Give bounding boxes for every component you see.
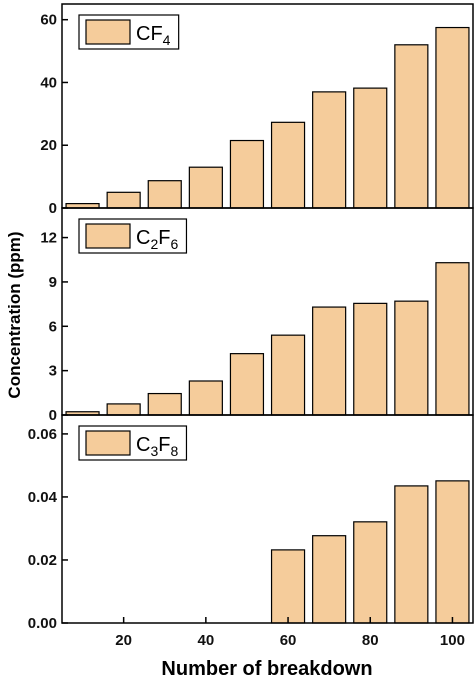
y-tick-label-panel2: 6 xyxy=(49,318,57,335)
bar-panel1-20 xyxy=(106,191,141,209)
bar-panel3-100 xyxy=(435,480,470,624)
bar-panel1-40 xyxy=(188,166,223,209)
y-tick-label-panel2: 3 xyxy=(49,363,57,380)
bar-panel3-60 xyxy=(270,549,306,624)
legend-swatch xyxy=(85,223,131,249)
y-tick-label-panel2: 9 xyxy=(49,274,57,291)
y-tick-label-panel2: 0 xyxy=(49,407,57,424)
bar-panel2-30 xyxy=(147,392,182,416)
y-tick-label-panel1: 40 xyxy=(40,74,57,91)
bar-panel1-50 xyxy=(229,139,265,209)
x-tick-label: 80 xyxy=(362,632,379,649)
bar-panel2-60 xyxy=(270,334,306,416)
x-tick-label: 40 xyxy=(198,632,215,649)
bar-panel1-30 xyxy=(147,180,182,209)
legend-box xyxy=(78,218,188,254)
legend-box xyxy=(78,14,180,50)
bar-panel2-50 xyxy=(229,353,265,416)
x-tick-label: 60 xyxy=(280,632,297,649)
y-tick-label-panel2: 12 xyxy=(40,230,57,247)
bar-panel2-80 xyxy=(353,302,388,416)
legend-label: C2F6 xyxy=(136,227,178,252)
bar-panel3-70 xyxy=(312,535,347,624)
bar-panel3-90 xyxy=(394,485,429,624)
legend-swatch xyxy=(85,19,131,45)
bar-panel1-80 xyxy=(353,87,388,209)
y-axis-label: Concentration (ppm) xyxy=(5,231,24,398)
x-tick-label: 20 xyxy=(115,632,132,649)
bar-panel1-60 xyxy=(270,121,306,209)
x-tick-label: 100 xyxy=(440,632,465,649)
legend-panel2: C2F6 xyxy=(78,218,188,254)
legend-box xyxy=(78,425,188,461)
y-tick-label-panel3: 0.06 xyxy=(28,426,57,443)
x-axis-label: Number of breakdown xyxy=(161,658,372,680)
legend-label: C3F8 xyxy=(136,434,178,459)
bar-panel2-70 xyxy=(312,306,347,416)
y-tick-label-panel1: 60 xyxy=(40,12,57,29)
legend-swatch xyxy=(85,430,131,456)
bar-panel1-100 xyxy=(435,26,470,209)
bar-panel1-70 xyxy=(312,91,347,209)
y-tick-label-panel3: 0.00 xyxy=(28,615,57,632)
bar-panel1-90 xyxy=(394,44,429,209)
bar-panel2-100 xyxy=(435,262,470,416)
legend-panel1: CF4 xyxy=(78,14,180,50)
bar-panel3-80 xyxy=(353,521,388,624)
bar-panel2-40 xyxy=(188,380,223,416)
panel-frame-3 xyxy=(61,414,474,624)
bar-panel2-90 xyxy=(394,300,429,416)
legend-label: CF4 xyxy=(136,23,171,48)
y-tick-label-panel3: 0.04 xyxy=(28,489,58,506)
y-tick-label-panel1: 20 xyxy=(40,137,57,154)
legend-panel3: C3F8 xyxy=(78,425,188,461)
y-tick-label-panel3: 0.02 xyxy=(28,552,57,569)
y-tick-label-panel1: 0 xyxy=(49,200,57,217)
bar-panel2-20 xyxy=(106,403,141,416)
